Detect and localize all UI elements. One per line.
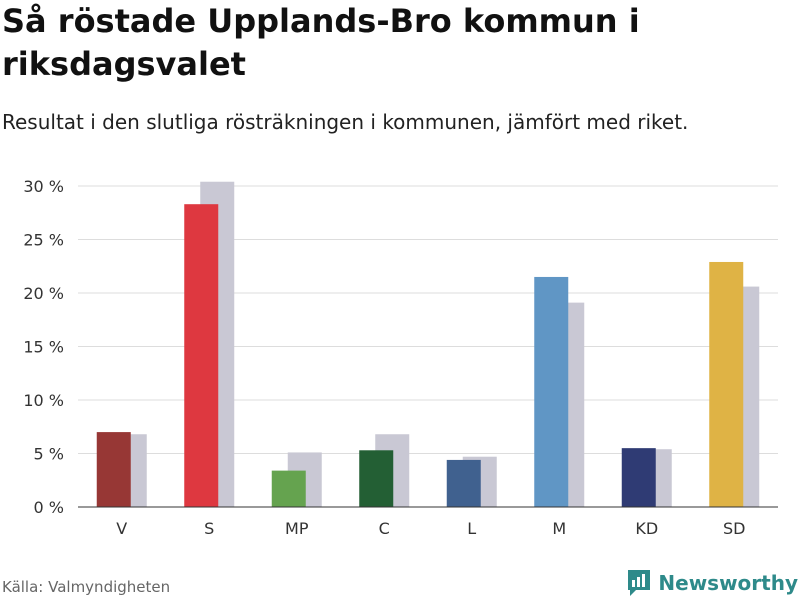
y-axis-tick-labels: 0 % 5 % 10 % 15 % 20 % 25 % 30 % bbox=[23, 177, 64, 517]
x-tick-label: MP bbox=[285, 519, 309, 538]
source-note: Källa: Valmyndigheten bbox=[2, 578, 171, 596]
y-tick-label: 25 % bbox=[23, 231, 64, 250]
y-tick-label: 5 % bbox=[34, 445, 64, 464]
y-tick-label: 15 % bbox=[23, 338, 64, 357]
y-tick-label: 20 % bbox=[23, 284, 64, 303]
x-tick-label: S bbox=[204, 519, 214, 538]
y-tick-label: 10 % bbox=[23, 391, 64, 410]
x-axis-tick-labels: V S MP C L M KD SD bbox=[116, 519, 745, 538]
bar-kommun-s bbox=[184, 204, 219, 507]
bar-kommun-sd bbox=[709, 261, 744, 507]
y-tick-label: 0 % bbox=[34, 498, 64, 517]
x-tick-label: KD bbox=[635, 519, 658, 538]
x-tick-label: L bbox=[467, 519, 476, 538]
bar-kommun-v bbox=[96, 432, 131, 507]
y-tick-label: 30 % bbox=[23, 177, 64, 196]
bar-chart: 0 % 5 % 10 % 15 % 20 % 25 % 30 % V S MP C L M KD SD bbox=[23, 177, 778, 538]
bar-kommun-m bbox=[534, 276, 569, 507]
x-tick-label: C bbox=[379, 519, 390, 538]
x-tick-label: SD bbox=[723, 519, 745, 538]
bar-kommun-c bbox=[359, 450, 394, 507]
gridlines bbox=[78, 185, 778, 454]
brand-logo: Newsworthy bbox=[626, 568, 798, 598]
newsworthy-logo-icon bbox=[628, 570, 651, 596]
x-tick-label: M bbox=[552, 519, 566, 538]
bars bbox=[96, 181, 760, 507]
bar-kommun-kd bbox=[621, 448, 656, 507]
x-tick-label: V bbox=[116, 519, 127, 538]
bar-kommun-l bbox=[446, 459, 481, 507]
chart-title: Så röstade Upplands-Bro kommun i riksdag… bbox=[2, 2, 640, 83]
chart-subtitle: Resultat i den slutliga rösträkningen i … bbox=[2, 110, 689, 134]
bar-kommun-mp bbox=[271, 470, 306, 507]
brand-name: Newsworthy bbox=[658, 571, 798, 595]
